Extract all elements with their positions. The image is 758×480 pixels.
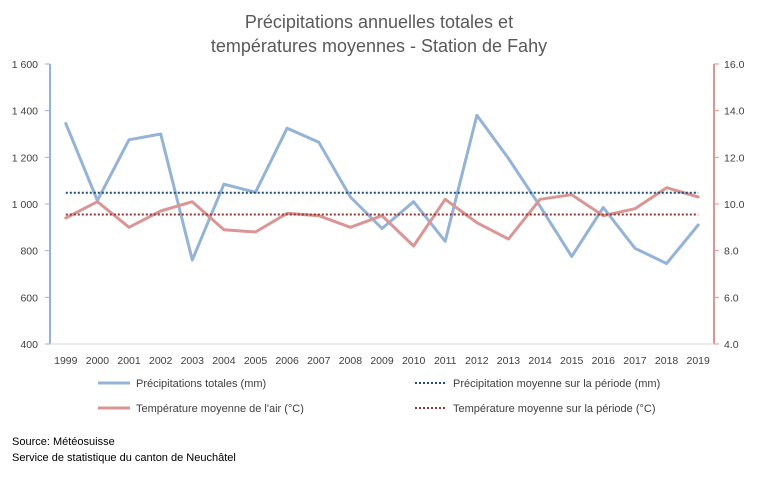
x-tick-label: 2007 (307, 355, 331, 367)
legend: Précipitations totales (mm) Température m… (98, 378, 660, 415)
y-left-tick-label: 600 (20, 292, 38, 304)
y-left-tick-label: 800 (20, 246, 38, 258)
legend-label: Température moyenne sur la période (°C) (453, 403, 656, 415)
legend-label: Précipitation moyenne sur la période (mm… (453, 378, 660, 390)
y-left-tick-label: 1 000 (12, 199, 38, 211)
x-tick-label: 2015 (560, 355, 584, 367)
x-tick-label: 1999 (54, 355, 78, 367)
x-tick-label: 2006 (275, 355, 299, 367)
x-tick-label: 2011 (434, 355, 457, 367)
y-right-tick-label: 12.0 (724, 152, 745, 164)
x-tick-label: 2013 (497, 355, 521, 367)
chart-title-line: Précipitations annuelles totales et (245, 12, 513, 32)
x-tick-label: 2009 (370, 355, 394, 367)
y-right-tick-label: 8.0 (724, 246, 739, 258)
series-lines (64, 113, 700, 265)
chart-title: Précipitations annuelles totales et tempé… (211, 12, 547, 56)
y-right-tick-label: 6.0 (724, 292, 739, 304)
y-left-tick-label: 1 400 (12, 106, 38, 118)
x-tick-label: 2019 (687, 355, 711, 367)
legend-label: Température moyenne de l'air (°C) (136, 403, 304, 415)
x-tick-label: 2008 (339, 355, 363, 367)
x-tick-label: 2010 (402, 355, 426, 367)
y-right-tick-label: 14.0 (724, 106, 745, 118)
series-line (64, 113, 700, 265)
y-right-tick-label: 16.0 (724, 59, 745, 71)
legend-label: Précipitations totales (mm) (136, 378, 266, 390)
y-left-tick-label: 1 600 (12, 59, 38, 71)
chart-title-line: températures moyennes - Station de Fahy (211, 36, 547, 56)
source-line: Source: Météosuisse (12, 436, 115, 448)
axes: 400 600 800 1 000 1 200 1 400 1 600 4.0 6.0 8.0 10… (12, 59, 745, 367)
x-tick-label: 2016 (592, 355, 616, 367)
x-tick-label: 2012 (465, 355, 489, 367)
x-tick-label: 2004 (212, 355, 236, 367)
y-left-tick-label: 1 200 (12, 152, 38, 164)
x-tick-label: 2002 (149, 355, 173, 367)
y-right-tick-label: 10.0 (724, 199, 745, 211)
x-tick-label: 2018 (655, 355, 679, 367)
y-right-tick-label: 4.0 (724, 339, 739, 351)
x-tick-label: 2014 (528, 355, 552, 367)
series-line (64, 186, 700, 248)
x-tick-label: 2017 (623, 355, 647, 367)
x-tick-label: 2005 (244, 355, 268, 367)
source-agency: Service de statistique du canton de Neuc… (12, 452, 236, 464)
x-tick-label: 2000 (86, 355, 110, 367)
x-tick-label: 2003 (181, 355, 205, 367)
x-tick-label: 2001 (117, 355, 141, 367)
y-left-tick-label: 400 (20, 339, 38, 351)
